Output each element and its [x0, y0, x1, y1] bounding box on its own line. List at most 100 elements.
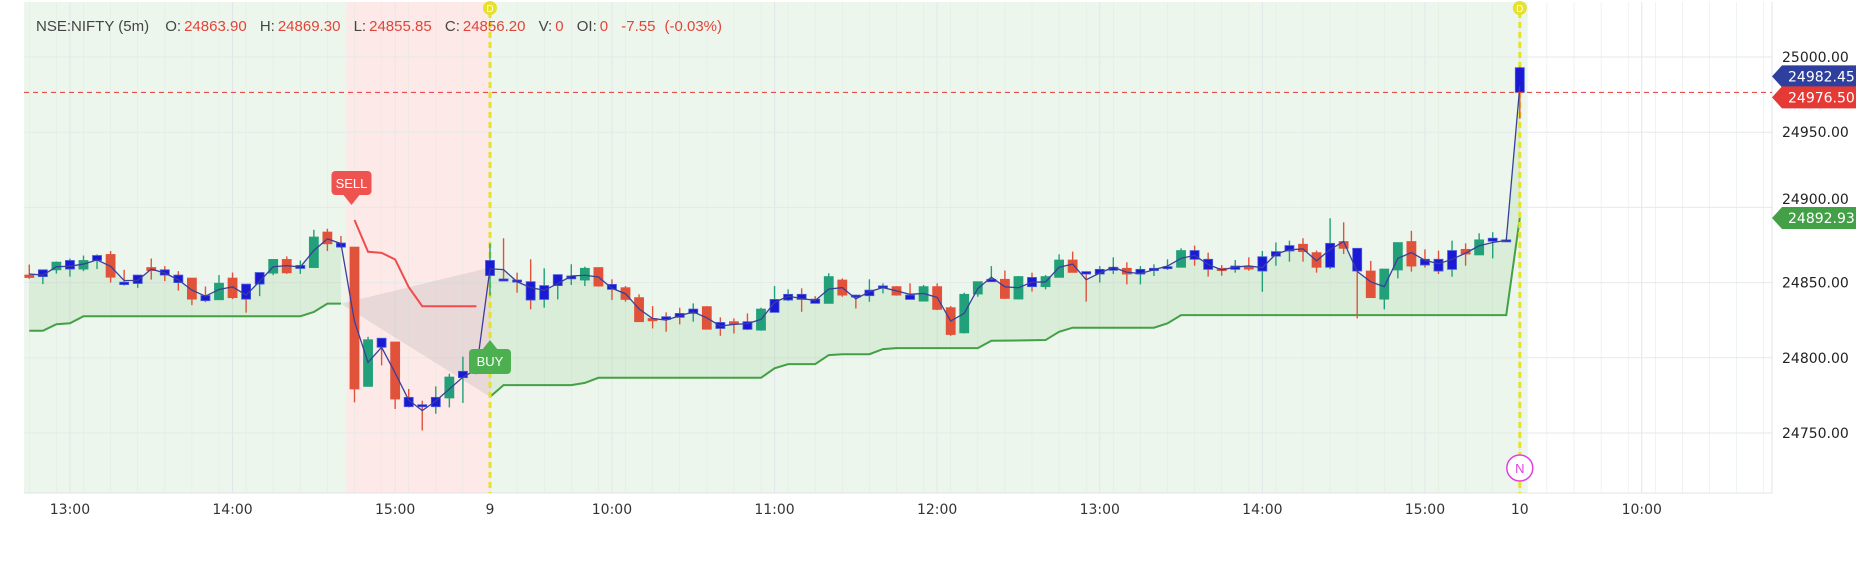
- candle[interactable]: [579, 266, 590, 287]
- candle[interactable]: [390, 341, 401, 409]
- candle[interactable]: [1379, 268, 1390, 310]
- candle[interactable]: [539, 268, 550, 308]
- candle[interactable]: [1365, 260, 1376, 299]
- oi-value: 0: [599, 18, 609, 35]
- price-tag-bg: [1772, 86, 1856, 109]
- candle-body: [864, 289, 875, 297]
- sell-arrow-icon: [343, 195, 360, 205]
- candle[interactable]: [1487, 232, 1498, 259]
- news-marker[interactable]: N: [1506, 454, 1534, 482]
- price-axis-label: 24800.00: [1782, 351, 1849, 367]
- candle-body: [390, 341, 401, 400]
- candle[interactable]: [796, 288, 807, 312]
- candle[interactable]: [498, 238, 509, 282]
- candle[interactable]: [769, 286, 780, 313]
- candle-body: [525, 281, 536, 301]
- candle[interactable]: [1243, 257, 1254, 271]
- candle[interactable]: [444, 373, 455, 408]
- time-axis-label: 11:00: [754, 502, 794, 518]
- candle[interactable]: [1284, 240, 1295, 262]
- trailing-stop-up-line: [29, 302, 341, 332]
- candle[interactable]: [308, 229, 319, 268]
- candle[interactable]: [186, 277, 197, 306]
- candle-body: [634, 297, 644, 323]
- news-marker-icon: [1506, 454, 1534, 482]
- candle-body: [417, 404, 428, 408]
- change-value: -7.55: [621, 18, 656, 35]
- candle[interactable]: [1000, 270, 1010, 299]
- day-marker[interactable]: D: [483, 1, 497, 15]
- candle-body: [905, 294, 915, 300]
- candle[interactable]: [430, 386, 441, 414]
- candle[interactable]: [173, 271, 184, 291]
- candle[interactable]: [1460, 243, 1471, 266]
- price-tag-label: 24982.45: [1788, 69, 1855, 85]
- candle-body: [1298, 243, 1308, 253]
- candle[interactable]: [1081, 271, 1092, 302]
- candle[interactable]: [1054, 254, 1064, 278]
- buy-signal[interactable]: BUY: [469, 340, 511, 374]
- candle-body: [485, 260, 495, 276]
- candle[interactable]: [322, 228, 333, 252]
- candle[interactable]: [1474, 233, 1485, 256]
- time-axis-label: 14:00: [1242, 502, 1282, 518]
- time-axis-label: 10: [1511, 502, 1529, 518]
- price-axis-label: 24950.00: [1782, 125, 1849, 141]
- bull-fill-day1: [29, 238, 341, 331]
- sell-signal[interactable]: SELL: [331, 171, 372, 205]
- price-tag-bg: [1772, 65, 1856, 88]
- candle-body: [186, 277, 197, 300]
- candle-body: [1460, 248, 1471, 255]
- candle-body: [1420, 258, 1430, 266]
- candle-body: [498, 278, 509, 282]
- candle[interactable]: [119, 269, 130, 286]
- candle[interactable]: [349, 246, 360, 403]
- close-label: C:: [444, 18, 460, 35]
- candle[interactable]: [37, 269, 48, 285]
- low-value: 24855.85: [369, 18, 432, 35]
- trend-bg-bullish: [24, 2, 1528, 493]
- candle[interactable]: [607, 279, 617, 301]
- price-axis-label: 24850.00: [1782, 276, 1849, 292]
- candle[interactable]: [1420, 249, 1430, 268]
- candle[interactable]: [1433, 250, 1444, 275]
- bull-fill-day2: [490, 86, 1520, 397]
- trailing-stop-up-line: [489, 217, 1521, 398]
- buy-signal-label: BUY: [477, 354, 504, 369]
- candle-body: [1000, 278, 1010, 299]
- candle[interactable]: [417, 400, 428, 431]
- candle[interactable]: [65, 258, 75, 277]
- candle-body: [1067, 259, 1078, 273]
- candle-body: [1243, 266, 1254, 270]
- symbol-label: NSE:NIFTY (5m): [36, 18, 150, 35]
- candle[interactable]: [525, 259, 536, 310]
- candle[interactable]: [1325, 218, 1335, 270]
- price-axis-label: 24900.00: [1782, 192, 1849, 208]
- candle[interactable]: [905, 283, 915, 300]
- price-tag-bg: [1772, 207, 1856, 230]
- candle[interactable]: [552, 274, 563, 300]
- candle[interactable]: [742, 313, 753, 331]
- candle-body: [1487, 237, 1498, 242]
- price-axis-label: 24750.00: [1782, 426, 1849, 442]
- candle[interactable]: [864, 279, 875, 302]
- news-marker-label: N: [1515, 461, 1524, 476]
- candle-body: [132, 274, 143, 284]
- candle[interactable]: [254, 272, 265, 297]
- candle[interactable]: [24, 264, 35, 279]
- time-axis-label: 15:00: [375, 502, 415, 518]
- candle[interactable]: [403, 388, 414, 408]
- sell-signal-bg: [331, 171, 372, 195]
- low-label: L:: [353, 18, 367, 35]
- candle-body: [796, 293, 807, 300]
- day-marker[interactable]: D: [1512, 1, 1527, 15]
- day-marker-label: D: [1516, 4, 1523, 15]
- candle[interactable]: [1298, 238, 1308, 262]
- candle-body: [1054, 259, 1064, 278]
- price-tag-label: 24976.50: [1788, 90, 1855, 106]
- candle[interactable]: [1067, 251, 1078, 273]
- candle[interactable]: [132, 274, 143, 288]
- candle-body: [1325, 242, 1335, 268]
- candle-body: [742, 321, 753, 330]
